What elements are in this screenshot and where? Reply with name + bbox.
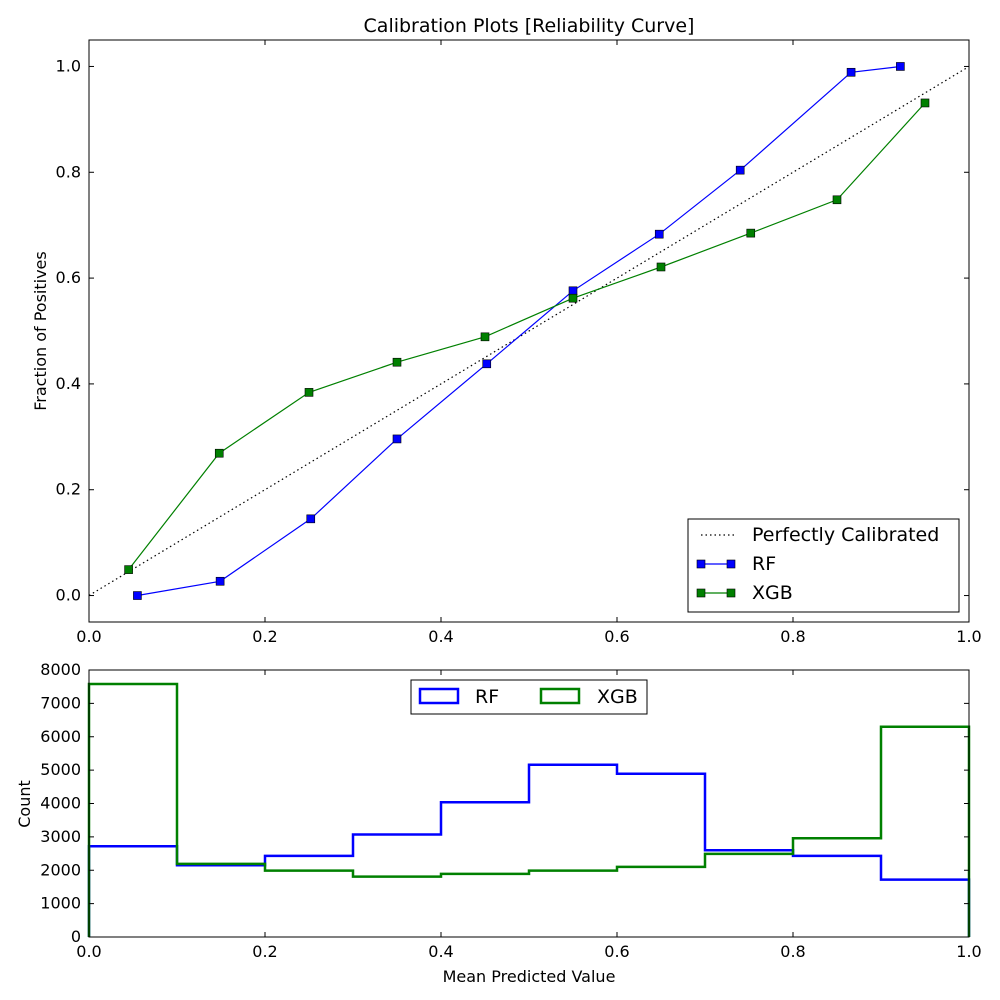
hist-x-tick-label: 0.6	[604, 942, 629, 961]
series-marker-xgb	[568, 293, 578, 303]
series-marker-xgb	[832, 195, 842, 205]
legend-xgb-label: XGB	[752, 582, 793, 604]
cal-x-tick-label: 0.2	[252, 627, 277, 646]
series-marker-xgb	[480, 332, 490, 342]
hist-x-tick-label: 0.0	[76, 942, 101, 961]
series-line-perfectly-calibrated	[88, 65, 970, 597]
series-marker-rf	[896, 62, 905, 71]
cal-x-tick-label: 0.8	[780, 627, 805, 646]
series-marker-xgb	[214, 448, 224, 458]
hist-y-tick-label: 6000	[40, 727, 81, 746]
hist-y-tick-label: 4000	[40, 794, 81, 813]
cal-y-tick-label: 0.6	[56, 268, 81, 287]
hist-step-xgb	[87, 682, 971, 937]
histogram-y-axis-title: Count	[15, 780, 34, 828]
hist-y-tick-label: 2000	[40, 860, 81, 879]
hist-x-tick-label: 0.8	[780, 942, 805, 961]
series-marker-xgb	[124, 565, 133, 574]
cal-x-tick-label: 0.0	[76, 627, 101, 646]
calibration-y-axis-title: Fraction of Positives	[31, 251, 50, 410]
series-line-xgb	[128, 102, 926, 570]
histogram-plot: 0.0 0.2 0.4 0.6 0.8 1.0 0 1000 2000 3000 4000 5000 6…	[15, 660, 982, 986]
cal-y-tick-label: 0.0	[56, 586, 81, 605]
series-marker-rf	[482, 359, 492, 369]
cal-x-tick-label: 0.4	[428, 627, 453, 646]
legend-hist-xgb-swatch	[539, 687, 581, 705]
legend-rf-marker-left	[696, 559, 706, 569]
series-marker-rf	[215, 576, 225, 586]
series-marker-rf	[735, 165, 745, 175]
legend-hist-xgb-label: XGB	[597, 686, 638, 708]
series-marker-rf	[654, 229, 664, 239]
calibration-plot-title: Calibration Plots [Reliability Curve]	[364, 15, 695, 37]
histogram-legend-box	[410, 679, 648, 715]
calibration-plot: Calibration Plots [Reliability Curve] 0.…	[31, 15, 982, 646]
cal-y-tick-label: 0.4	[56, 374, 81, 393]
hist-y-tick-label: 3000	[40, 827, 81, 846]
series-marker-xgb	[392, 357, 402, 367]
hist-x-tick-label: 1.0	[956, 942, 981, 961]
hist-x-tick-label: 0.2	[252, 942, 277, 961]
cal-y-tick-label: 0.2	[56, 480, 81, 499]
series-marker-rf	[846, 67, 856, 77]
hist-x-tick-label: 0.4	[428, 942, 453, 961]
series-line-rf	[137, 65, 901, 597]
series-marker-rf	[392, 434, 402, 444]
series-marker-xgb	[304, 388, 314, 397]
cal-x-tick-label: 0.6	[604, 627, 629, 646]
series-marker-rf	[133, 591, 142, 600]
cal-y-tick-label: 0.8	[56, 162, 81, 181]
legend-rf-marker-right	[726, 559, 736, 569]
histogram-legend: RF XGB	[410, 679, 648, 715]
hist-y-tick-label: 1000	[40, 894, 81, 913]
series-marker-rf	[568, 286, 578, 296]
series-marker-xgb	[920, 98, 930, 108]
hist-y-tick-label: 5000	[40, 760, 81, 779]
series-marker-xgb	[746, 228, 756, 238]
legend-xgb-marker-left	[696, 588, 706, 598]
legend-rf-label: RF	[752, 553, 776, 575]
cal-x-tick-label: 1.0	[956, 627, 981, 646]
hist-y-tick-label: 0	[71, 927, 81, 946]
legend-xgb-marker-right	[726, 588, 736, 598]
legend-perfect-label: Perfectly Calibrated	[752, 524, 939, 546]
histogram-x-axis-title: Mean Predicted Value	[443, 967, 616, 986]
series-marker-rf	[306, 514, 316, 524]
hist-y-tick-label: 7000	[40, 693, 81, 712]
calibration-legend: Perfectly Calibrated RF XGB	[687, 518, 960, 613]
hist-step-rf	[87, 763, 971, 937]
calibration-plot-frame	[88, 39, 970, 623]
cal-y-tick-label: 1.0	[56, 56, 81, 75]
legend-hist-rf-label: RF	[475, 686, 499, 708]
hist-y-tick-label: 8000	[40, 660, 81, 679]
legend-hist-rf-swatch	[418, 687, 460, 705]
series-marker-xgb	[656, 262, 666, 272]
